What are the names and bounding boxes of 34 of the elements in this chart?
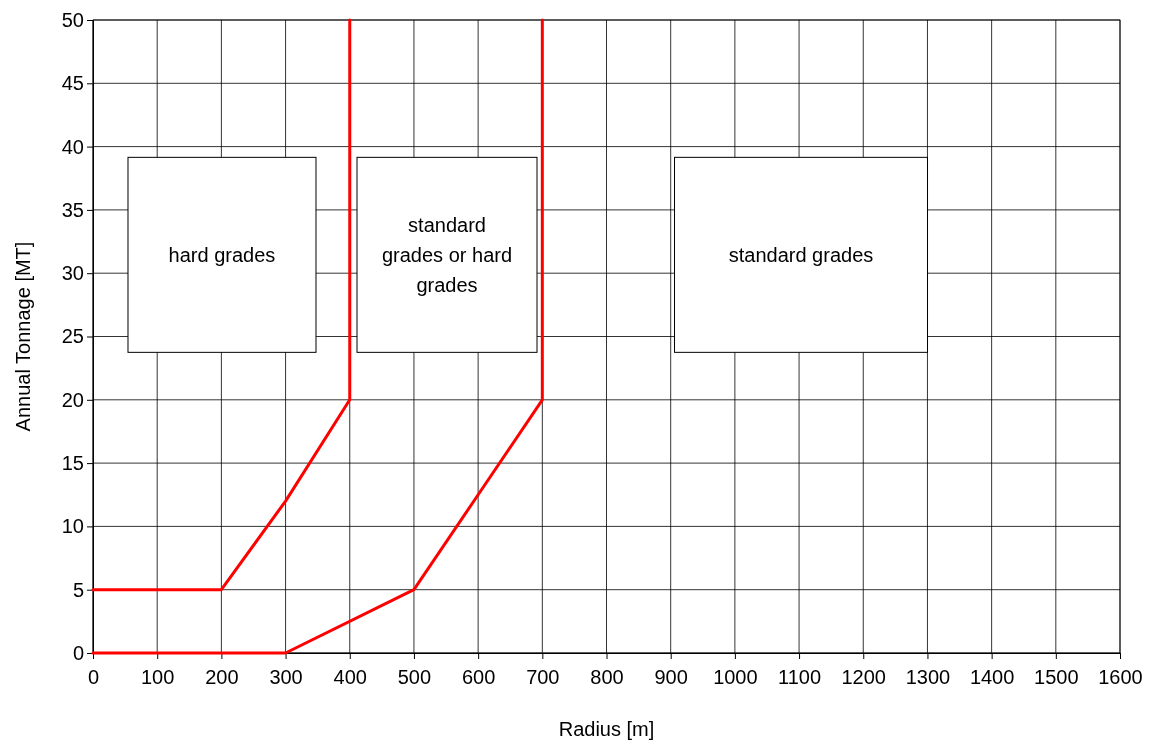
x-tick-label: 900	[654, 666, 688, 688]
x-axis-title: Radius [m]	[558, 718, 655, 740]
x-tick-label: 400	[333, 666, 367, 688]
x-tick-label: 0	[87, 666, 100, 688]
x-tick-label: 200	[205, 666, 239, 688]
y-tick-label: 5	[72, 578, 84, 601]
x-tick-label: 1000	[713, 666, 758, 688]
y-tick-label: 35	[61, 198, 84, 221]
y-tick-label: 50	[61, 8, 84, 31]
y-tick-label: 30	[61, 262, 84, 285]
y-tick-label: 45	[61, 72, 84, 95]
y-tick-label: 40	[61, 135, 84, 158]
annotation: standard grades or hard grades	[381, 213, 513, 296]
annotation: standard grades	[728, 243, 874, 266]
x-tick-label: 600	[461, 666, 496, 688]
x-tick-label: 700	[526, 666, 560, 688]
x-tick-label: 1200	[841, 666, 886, 688]
y-tick-label: 20	[61, 388, 84, 411]
x-tick-label: 100	[141, 666, 175, 688]
y-tick-label: 25	[61, 325, 84, 348]
x-tick-label: 1600	[1098, 666, 1143, 688]
x-tick-label: 500	[397, 666, 432, 688]
x-tick-label: 1100	[778, 666, 822, 688]
x-tick-label: 1400	[969, 666, 1015, 688]
y-tick-label: 10	[61, 515, 84, 538]
x-tick-label: 800	[590, 666, 624, 688]
x-tick-label: 1300	[905, 666, 951, 688]
line-series	[91, 18, 352, 592]
x-tick-label: 1500	[1034, 666, 1079, 688]
y-tick-label: 0	[72, 641, 84, 664]
annotation: hard grades	[168, 243, 276, 266]
x-tick-label: 300	[269, 666, 303, 688]
y-tick-label: 15	[61, 452, 84, 474]
y-axis-title: Annual Tonnage [MT]	[12, 241, 34, 432]
